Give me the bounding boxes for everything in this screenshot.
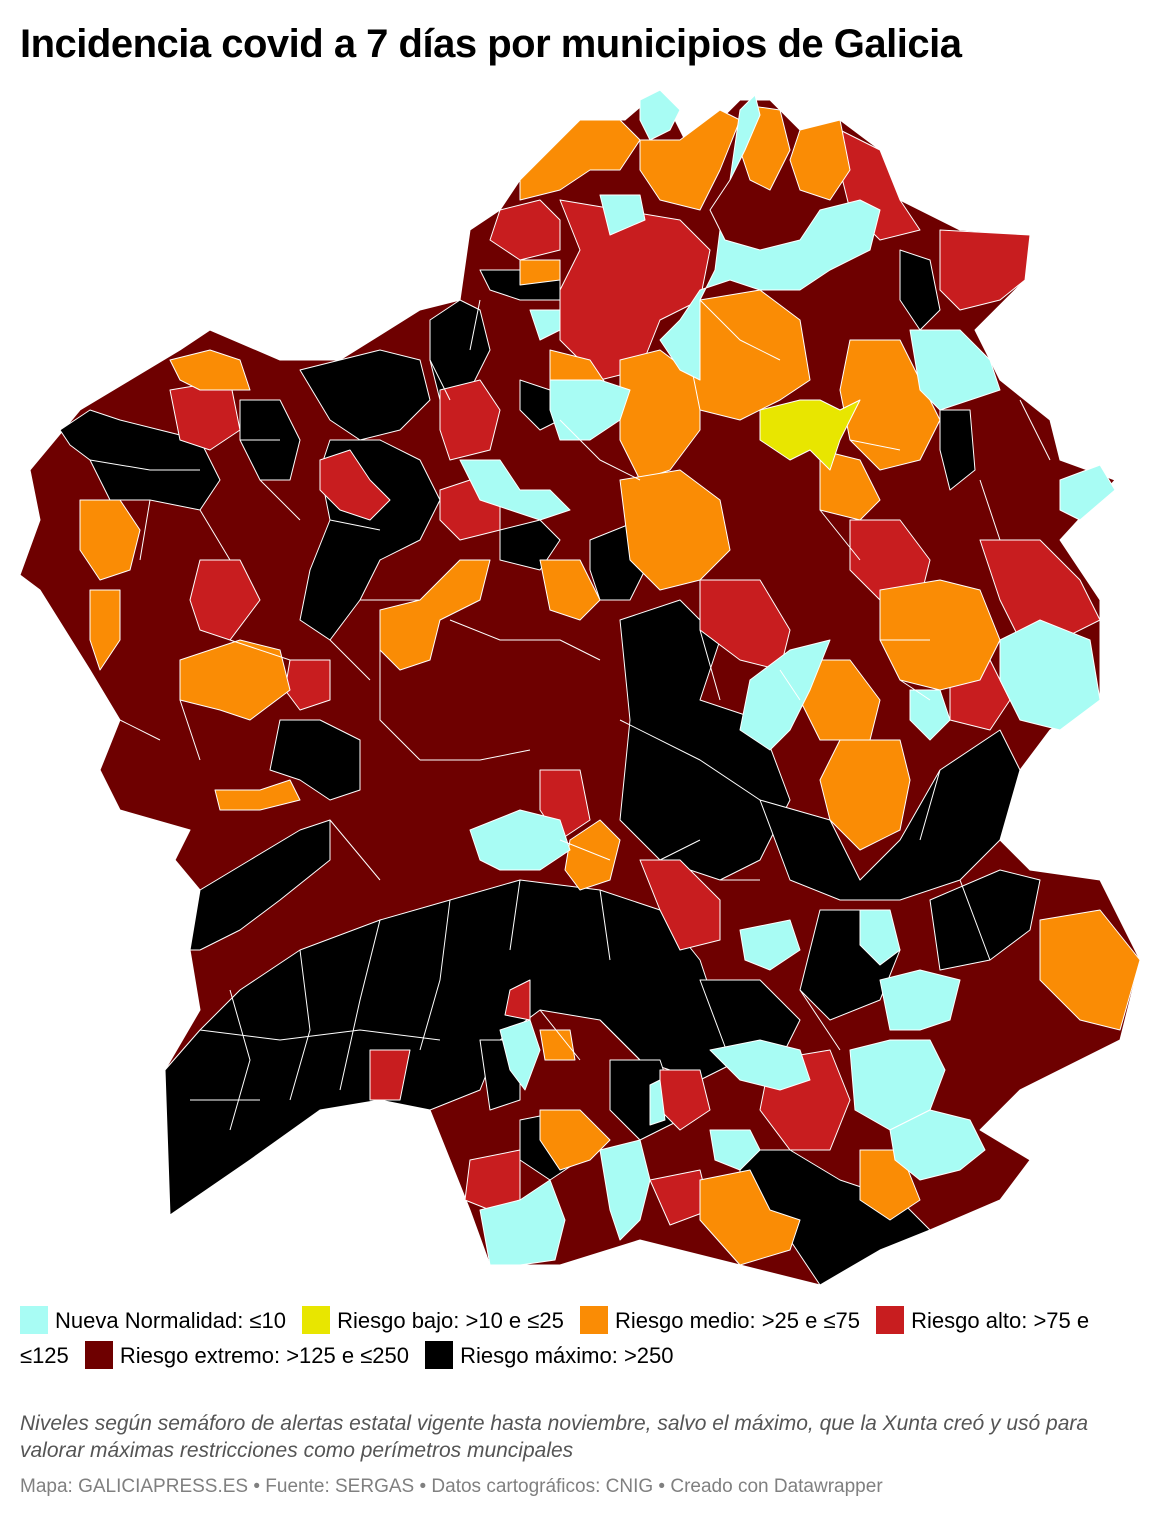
region-max[interactable]: [269, 719, 361, 801]
region-max[interactable]: [929, 869, 1041, 971]
region-medium[interactable]: [819, 449, 881, 521]
region-high[interactable]: [369, 1049, 411, 1101]
region-new-normal[interactable]: [709, 1129, 761, 1171]
region-new-normal[interactable]: [1059, 464, 1116, 521]
legend-swatch: [84, 1341, 113, 1369]
region-high[interactable]: [939, 229, 1031, 311]
legend-label: Nueva Normalidad: ≤10: [55, 1308, 286, 1333]
legend-label: Riesgo extremo: >125 e ≤250: [119, 1343, 409, 1368]
region-high[interactable]: [489, 199, 561, 261]
region-medium[interactable]: [839, 339, 941, 471]
region-high[interactable]: [439, 379, 501, 461]
municipal-borders: [89, 299, 1051, 1131]
region-max[interactable]: [189, 819, 331, 951]
legend-swatch: [20, 1306, 48, 1334]
map-note: Niveles según semáforo de alertas estata…: [20, 1412, 1089, 1462]
map-title: Incidencia covid a 7 días por municipios…: [20, 22, 962, 66]
legend-swatch: [425, 1341, 454, 1369]
region-medium[interactable]: [539, 1109, 611, 1171]
region-medium[interactable]: [564, 819, 621, 891]
legend-item-max[interactable]: Riesgo máximo: >250: [425, 1341, 674, 1369]
region-medium[interactable]: [539, 559, 601, 621]
region-new-normal[interactable]: [859, 909, 901, 966]
legend-item-low[interactable]: Riesgo bajo: >10 e ≤25: [302, 1306, 564, 1334]
map-svg: [19, 89, 1141, 1286]
region-new-normal[interactable]: [479, 1179, 566, 1266]
region-high[interactable]: [319, 449, 391, 521]
region-medium[interactable]: [169, 349, 251, 391]
region-max[interactable]: [499, 519, 561, 571]
region-new-normal[interactable]: [879, 969, 961, 1031]
region-max[interactable]: [164, 879, 741, 1216]
region-medium[interactable]: [1039, 909, 1141, 1031]
map-footer: Mapa: GALICIAPRESS.ES • Fuente: SERGAS •…: [20, 1476, 883, 1497]
region-medium[interactable]: [819, 739, 911, 851]
region-medium[interactable]: [519, 119, 641, 201]
region-max[interactable]: [899, 249, 941, 331]
region-medium[interactable]: [619, 349, 701, 481]
choropleth-map[interactable]: [0, 80, 1160, 1290]
legend-item-high[interactable]: Riesgo alto: >75 e ≤125: [20, 1306, 1090, 1368]
region-high[interactable]: [979, 539, 1101, 641]
region-new-normal[interactable]: [909, 689, 951, 741]
region-new-normal[interactable]: [889, 1109, 986, 1181]
region-new-normal[interactable]: [469, 809, 571, 871]
region-new-normal[interactable]: [459, 459, 571, 521]
region-new-normal[interactable]: [999, 619, 1101, 731]
legend-label: Riesgo alto: >75 e ≤125: [20, 1308, 1090, 1368]
region-medium[interactable]: [379, 559, 491, 671]
region-high[interactable]: [639, 859, 721, 951]
region-medium[interactable]: [519, 259, 561, 286]
region-medium[interactable]: [789, 119, 851, 201]
region-medium[interactable]: [214, 779, 301, 811]
region-medium[interactable]: [79, 499, 141, 581]
legend-item-new-normal[interactable]: Nueva Normalidad: ≤10: [20, 1306, 286, 1334]
region-new-normal[interactable]: [599, 194, 646, 236]
region-new-normal[interactable]: [549, 379, 631, 441]
legend-item-extreme[interactable]: Riesgo extremo: >125 e ≤250: [84, 1341, 409, 1369]
region-new-normal[interactable]: [849, 1039, 946, 1131]
region-new-normal[interactable]: [639, 89, 681, 141]
region-new-normal[interactable]: [909, 329, 1001, 411]
legend-swatch: [876, 1306, 905, 1334]
legend-swatch: [302, 1306, 331, 1334]
region-max[interactable]: [759, 729, 1021, 901]
region-medium[interactable]: [699, 1169, 801, 1266]
region-new-normal[interactable]: [709, 1039, 811, 1091]
region-new-normal[interactable]: [649, 1079, 666, 1126]
region-high[interactable]: [559, 199, 711, 381]
region-medium[interactable]: [619, 469, 731, 591]
legend-label: Riesgo medio: >25 e ≤75: [614, 1308, 861, 1333]
legend-item-medium[interactable]: Riesgo medio: >25 e ≤75: [579, 1306, 861, 1334]
region-max[interactable]: [939, 409, 976, 491]
legend-label: Riesgo máximo: >250: [460, 1343, 674, 1368]
region-new-normal[interactable]: [599, 1139, 651, 1241]
region-medium[interactable]: [89, 589, 121, 671]
region-low[interactable]: [759, 399, 861, 471]
region-new-normal[interactable]: [499, 1019, 541, 1091]
region-max[interactable]: [299, 349, 431, 441]
region-new-normal[interactable]: [739, 639, 831, 751]
region-medium[interactable]: [879, 579, 1001, 691]
region-new-normal[interactable]: [739, 919, 801, 971]
legend-swatch: [579, 1306, 608, 1334]
region-new-normal[interactable]: [659, 94, 881, 381]
legend: Nueva Normalidad: ≤10 Riesgo bajo: >10 e…: [20, 1303, 1145, 1373]
region-high[interactable]: [464, 1149, 521, 1211]
region-new-normal[interactable]: [529, 309, 561, 341]
legend-label: Riesgo bajo: >10 e ≤25: [337, 1308, 564, 1333]
region-medium[interactable]: [639, 109, 741, 211]
region-medium[interactable]: [179, 639, 291, 721]
region-medium[interactable]: [539, 1029, 576, 1061]
